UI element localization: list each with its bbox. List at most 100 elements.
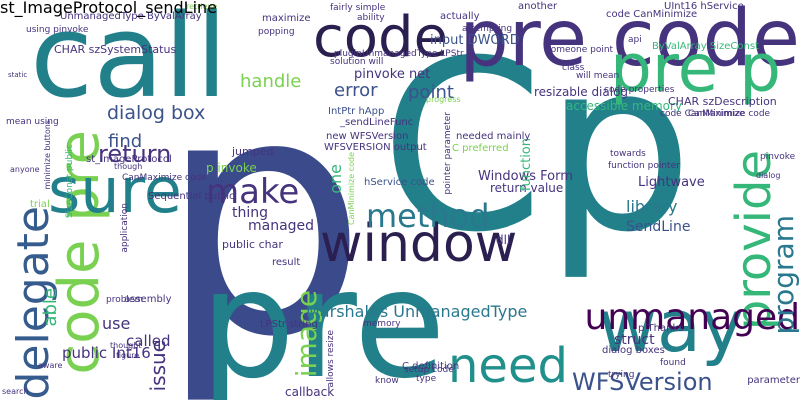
cloud-word: use [102,314,131,333]
cloud-word: though [114,162,143,171]
cloud-word: struct [614,332,655,348]
cloud-word: ByValArray SizeConst [652,41,759,52]
cloud-word: UInt16 hService [664,1,744,12]
cloud-word: hService code [364,177,435,188]
cloud-word: dialog boxes [602,345,665,356]
cloud-word: LPStr string [260,319,318,330]
cloud-word: new WFSVersion [326,131,409,142]
cloud-word: method [366,197,490,235]
cloud-word: UnmanagedType LPStr [362,49,464,59]
cloud-word: p Thanks [638,323,684,334]
cloud-word: error [334,80,378,101]
cloud-word: st_ImageProtocol [86,154,172,165]
cloud-word: code [313,5,449,70]
cloud-word: trial [30,199,50,210]
cloud-word: application [120,203,130,253]
cloud-word: api [628,35,642,45]
cloud-word: trying [608,370,635,380]
cloud-word: public char [222,238,283,251]
cloud-word: pinvoke [760,152,796,162]
cloud-word: WFSVERSION output [324,142,427,153]
cloud-word: library [626,197,678,216]
cloud-word: Windows Form [478,169,573,184]
cloud-word: able [40,288,61,327]
cloud-word: way [598,284,744,368]
cloud-word: input DWORD [430,33,520,48]
cloud-word: dialog [756,171,781,180]
cloud-word: assembly [124,294,172,305]
cloud-word: result [272,257,301,268]
cloud-word: another [518,1,558,12]
cloud-word: setup code [404,365,454,375]
cloud-word: CanMinimize code [688,109,771,119]
cloud-word: class [562,63,585,73]
cloud-word: IntPtr hApp [328,106,385,117]
cloud-word: CHAR szSystemStatus [54,43,177,56]
cloud-word: attempting [462,24,513,34]
cloud-word: C definition [402,361,460,372]
cloud-word: code CanMaximize [660,109,745,119]
cloud-word: pre code [459,0,800,84]
cloud-word: dll [496,233,511,247]
cloud-word: find [108,131,143,152]
cloud-word: p invoke [206,161,257,175]
cloud-word: p [158,25,368,400]
cloud-word: pre p [610,30,782,107]
cloud-word: found [660,358,686,368]
cloud-word: Lightwave [638,175,705,190]
cloud-word: window [320,214,518,274]
cloud-word: function pointer [608,161,680,171]
cloud-word: towards [610,149,646,159]
cloud-word: SizeConst public [65,144,75,219]
cloud-word: know [375,376,399,386]
cloud-word: parameter [747,375,800,386]
cloud-word: managed [248,218,315,234]
cloud-word: search [2,387,29,396]
cloud-word: solution will [330,57,384,67]
cloud-word: unmanaged [584,297,800,338]
cloud-word: st_ImageProtocol_sendLine [0,0,218,17]
cloud-word: memory [363,319,401,329]
cloud-word: _sendLineFunc [340,117,414,128]
cloud-word: someone point [546,45,614,55]
cloud-word: need [448,338,568,394]
cloud-word: jumped [232,145,274,158]
cloud-word: called [126,332,171,350]
cloud-word: plugin [334,49,362,59]
cloud-word: retrieve [186,2,218,11]
cloud-word: actually [440,11,480,22]
cloud-word: CanMinimize code [347,152,356,225]
cloud-word: problem [106,295,144,305]
cloud-word: ability [357,13,385,23]
cloud-word: thing [232,205,269,221]
cloud-word: function [519,138,534,192]
cloud-word: accessible memory [566,99,683,113]
cloud-word: anyone [10,165,40,174]
cloud-word: make [206,172,300,212]
cloud-word: type [416,374,437,384]
cloud-word: figure [116,351,140,360]
cloud-word: Cp [380,11,694,284]
cloud-word: pinvoke net [354,67,431,82]
cloud-word: program [767,215,800,335]
cloud-word: UnmanagedType ByValArray [60,11,202,22]
cloud-word: WFSVersion [572,368,713,396]
cloud-word: call [30,0,228,124]
cloud-word: thought [110,341,142,350]
cloud-word: progress [426,95,461,104]
cloud-word: sure [48,154,182,227]
cloud-word: will mean [576,71,620,81]
cloud-word: code CanMinimize [606,9,698,20]
cloud-word: needed mainly [456,131,531,142]
cloud-word: one [326,164,345,194]
cloud-word: return value [490,181,564,195]
cloud-word: resizable dialog [534,85,629,99]
cloud-word: allows resize [326,330,336,388]
cloud-word: SendLine [626,219,691,235]
cloud-word: code properties [604,85,675,95]
cloud-word: using pinvoke [26,25,89,35]
cloud-word: MarshalAs UnmanagedType [306,302,528,321]
cloud-word: point [408,82,454,103]
cloud-word: minimize buttons [43,120,52,190]
